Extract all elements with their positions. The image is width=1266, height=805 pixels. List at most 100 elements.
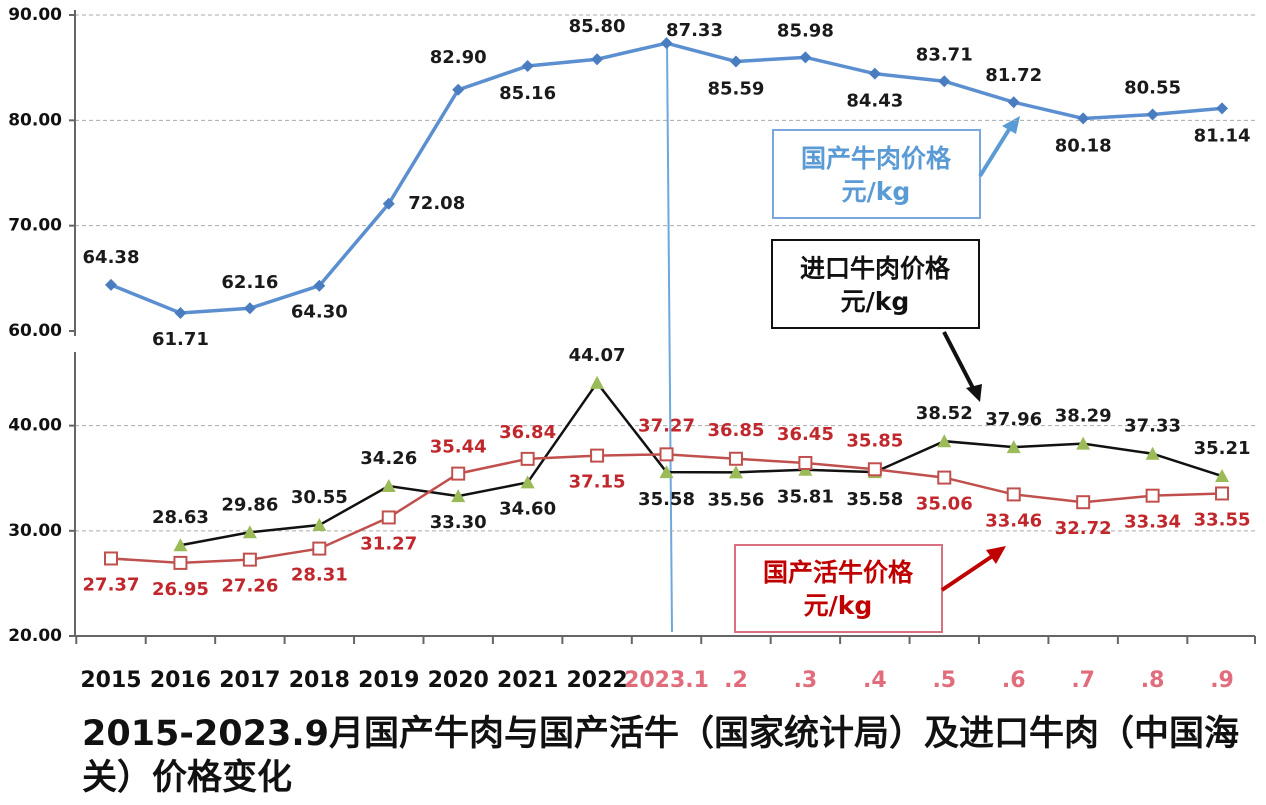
data-label: 29.86 [221,494,278,515]
y-tick-label: 60.00 [8,321,62,341]
marker [105,278,117,291]
divider-line [666,41,673,633]
data-label: 37.33 [1124,416,1181,437]
annotation-box [772,129,981,219]
data-label: 34.26 [360,448,417,469]
x-tick-label: 2016 [150,668,211,693]
data-label: 37.15 [569,472,626,493]
marker [659,465,674,479]
data-label: 82.90 [430,47,487,68]
data-label: 35.85 [846,430,903,451]
data-label: 30.55 [291,487,348,508]
y-tick-label: 90.00 [8,5,62,25]
marker [312,541,327,556]
data-label: 81.14 [1194,125,1251,146]
y-tick-label: 20.00 [8,626,62,646]
data-label: 80.18 [1055,135,1112,156]
x-tick-label: 2023.1 [624,668,709,693]
marker [1006,487,1021,502]
data-label: 81.72 [985,65,1042,86]
marker [867,462,882,477]
annotation-text: 进口牛肉价格 [800,254,951,283]
marker [520,451,535,466]
marker [451,489,466,503]
data-label: 35.56 [707,489,764,510]
x-tick-label: 2019 [358,668,419,693]
marker [868,67,881,80]
data-label: 61.71 [152,329,209,350]
annotation-text: 元/kg [842,177,911,206]
marker [1077,112,1090,125]
marker [1076,436,1091,450]
marker [520,475,535,489]
chart-title: 2015-2023.9月国产牛肉与国产活牛（国家统计局）及进口牛肉（中国海关）价… [82,714,1240,798]
data-label: 38.52 [916,403,973,424]
annotation-text: 国产牛肉价格 [801,144,952,173]
marker [173,555,188,570]
marker [381,479,396,493]
data-label: 72.08 [408,193,465,214]
x-tick-label: 2020 [428,668,489,693]
marker [728,465,743,479]
x-tick-label: .2 [724,668,748,693]
data-label: 33.30 [430,512,487,533]
data-label: 85.16 [499,83,556,104]
y-tick-label: 40.00 [8,416,62,436]
annotation-text: 元/kg [804,591,873,620]
marker [451,466,466,481]
data-label: 35.58 [638,489,695,510]
marker [312,518,327,532]
marker [938,75,951,88]
data-label: 85.98 [777,20,834,41]
data-label: 33.46 [985,510,1042,531]
data-label: 35.81 [777,487,834,508]
marker [729,55,742,68]
data-label: 64.30 [291,302,348,323]
marker [313,279,326,292]
marker [798,455,813,470]
marker [242,525,257,539]
data-label: 36.84 [499,422,556,443]
x-tick-label: 2021 [497,668,558,693]
data-label: 33.55 [1194,509,1251,530]
data-label: 37.27 [638,415,695,436]
data-label: 35.58 [846,489,903,510]
marker [1007,96,1020,109]
x-tick-label: .7 [1071,668,1095,693]
marker [1076,495,1091,510]
data-label: 36.45 [777,424,834,445]
data-label: 27.37 [83,574,140,595]
data-label: 84.43 [846,91,903,112]
marker [799,51,812,64]
data-label: 27.26 [221,576,278,597]
y-tick-label: 80.00 [8,110,62,130]
data-label: 83.71 [916,44,973,65]
marker [937,470,952,485]
marker [452,83,465,96]
x-tick-label: .9 [1210,668,1234,693]
annotation-text: 国产活牛价格 [763,558,914,587]
marker [1146,108,1159,121]
arrow [940,116,1020,592]
x-tick-label: 2017 [219,668,280,693]
marker [728,451,743,466]
marker [1216,102,1229,115]
chart: 60.00 70.00 80.00 90.00 64.38 61.71 62.16 64.30… [8,5,1256,693]
x-tick-label: 2018 [289,668,350,693]
x-tick-label: 2015 [80,668,141,693]
data-label: 32.72 [1055,518,1112,539]
data-label: 64.38 [83,247,140,268]
data-label: 34.60 [499,498,556,519]
marker [174,306,187,319]
series-line [180,380,1223,547]
data-label: 36.85 [707,420,764,441]
data-label: 80.55 [1124,78,1181,99]
marker [591,53,604,66]
x-tick-label: .3 [794,668,818,693]
annotation-box [734,544,943,633]
data-label: 38.29 [1055,406,1112,427]
data-label: 28.31 [291,565,348,586]
marker [1145,488,1160,503]
marker [1215,486,1230,501]
marker [1145,446,1160,460]
